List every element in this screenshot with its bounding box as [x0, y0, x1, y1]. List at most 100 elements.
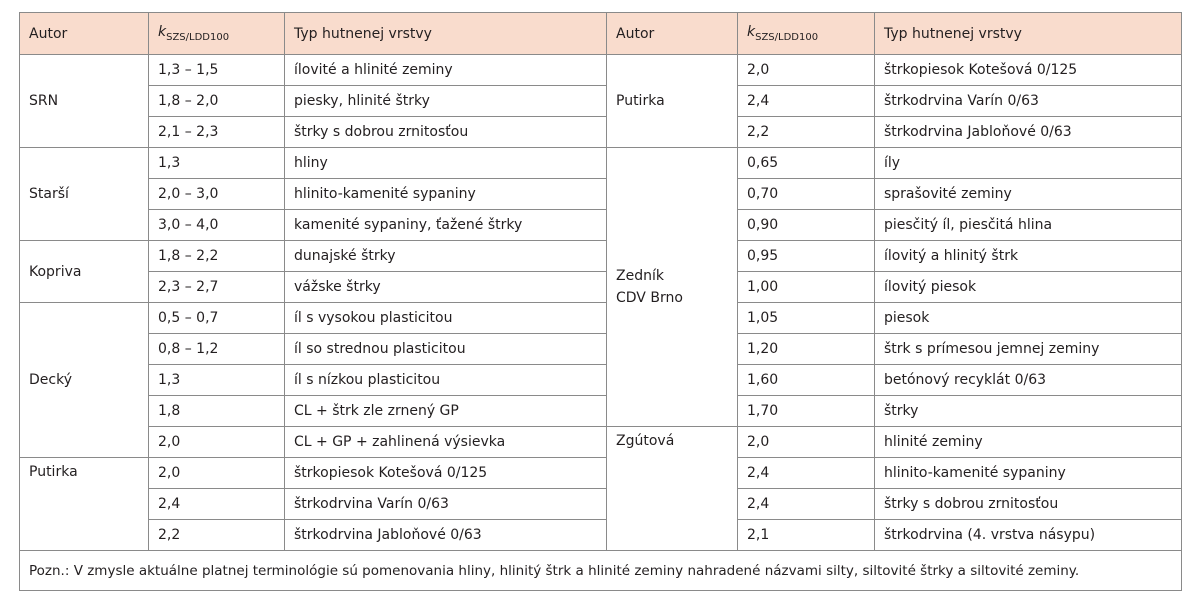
- typ-cell: piesky, hlinité štrky: [284, 85, 607, 117]
- typ-cell: sprašovité zeminy: [874, 178, 1182, 210]
- typ-cell: štrkodrvina Jabloňové 0/63: [284, 519, 607, 551]
- table-row: 0,8 – 1,2 íl so strednou plasticitou 1,2…: [20, 333, 1182, 365]
- typ-cell: dunajské štrky: [284, 240, 607, 272]
- table-row: 2,2 štrkodrvina Jabloňové 0/63 2,1 štrko…: [20, 519, 1182, 551]
- header-k-left: kSZS/LDD100: [148, 12, 285, 55]
- k-cell: 2,0: [737, 426, 875, 458]
- typ-cell: hlinito-kamenité sypaniny: [874, 457, 1182, 489]
- table-row: Putirka 2,0 štrkopiesok Kotešová 0/125 2…: [19, 457, 1182, 551]
- k-cell: 1,05: [737, 302, 875, 334]
- typ-cell: piesok: [874, 302, 1182, 334]
- header-typ-left: Typ hutnenej vrstvy: [284, 12, 607, 55]
- table-row: 2,1 – 2,3 štrky s dobrou zrnitosťou 2,2 …: [20, 116, 1182, 148]
- typ-cell: ílovitý piesok: [874, 271, 1182, 303]
- header-k-subscript: SZS/LDD100: [755, 32, 819, 43]
- k-cell: 2,4: [148, 488, 285, 520]
- table-row: 3,0 – 4,0 kamenité sypaniny, ťažené štrk…: [20, 209, 1182, 241]
- header-typ-right: Typ hutnenej vrstvy: [874, 12, 1182, 55]
- typ-cell: ílovitý a hlinitý štrk: [874, 240, 1182, 272]
- typ-cell: štrky s dobrou zrnitosťou: [284, 116, 607, 148]
- header-k-subscript: SZS/LDD100: [166, 32, 230, 43]
- autor-cell: Zedník CDV Brno: [606, 147, 738, 427]
- typ-cell: ílovité a hlinité zeminy: [284, 54, 607, 86]
- k-cell: 0,5 – 0,7: [148, 302, 285, 334]
- typ-cell: štrkodrvina Varín 0/63: [284, 488, 607, 520]
- autor-cell: Zgútová: [606, 426, 738, 551]
- k-cell: 2,1: [737, 519, 875, 551]
- table-row: 2,0 – 3,0 hlinito-kamenité sypaniny 0,70…: [20, 178, 1182, 210]
- k-cell: 1,8 – 2,0: [148, 85, 285, 117]
- k-cell: 2,0: [737, 54, 875, 86]
- typ-cell: betónový recyklát 0/63: [874, 364, 1182, 396]
- typ-cell: vážske štrky: [284, 271, 607, 303]
- typ-cell: íl so strednou plasticitou: [284, 333, 607, 365]
- k-cell: 2,1 – 2,3: [148, 116, 285, 148]
- autor-cell: Putirka: [19, 457, 149, 551]
- k-cell: 0,70: [737, 178, 875, 210]
- note-row: Pozn.: V zmysle aktuálne platnej termino…: [19, 550, 1182, 591]
- header-k-symbol: k: [747, 24, 756, 40]
- soil-compaction-table: Autor kSZS/LDD100 Typ hutnenej vrstvy Au…: [19, 12, 1182, 591]
- k-cell: 2,4: [737, 85, 875, 117]
- k-cell: 1,20: [737, 333, 875, 365]
- typ-cell: piesčitý íl, piesčitá hlina: [874, 209, 1182, 241]
- k-cell: 1,3: [148, 147, 285, 179]
- typ-cell: íl s vysokou plasticitou: [284, 302, 607, 334]
- autor-cell: SRN: [19, 54, 149, 148]
- k-cell: 2,4: [737, 488, 875, 520]
- k-cell: 1,3 – 1,5: [148, 54, 285, 86]
- autor-cell: Putirka: [606, 54, 738, 148]
- k-cell: 1,3: [148, 364, 285, 396]
- header-k-right: kSZS/LDD100: [737, 12, 875, 55]
- header-autor-right: Autor: [606, 12, 738, 55]
- autor-line: Zedník: [616, 268, 664, 284]
- typ-cell: hliny: [284, 147, 607, 179]
- table-row: 1,3 íl s nízkou plasticitou 1,60 betónov…: [20, 364, 1182, 396]
- typ-cell: štrkodrvina Jabloňové 0/63: [874, 116, 1182, 148]
- k-cell: 0,8 – 1,2: [148, 333, 285, 365]
- autor-cell: Starší: [19, 147, 149, 241]
- k-cell: 3,0 – 4,0: [148, 209, 285, 241]
- k-cell: 2,4: [737, 457, 875, 489]
- header-autor-left: Autor: [19, 12, 149, 55]
- k-cell: 2,0: [148, 457, 285, 489]
- table-row: 2,4 štrkodrvina Varín 0/63 2,4 štrky s d…: [20, 488, 1182, 520]
- k-cell: 1,70: [737, 395, 875, 427]
- k-cell: 0,65: [737, 147, 875, 179]
- table-row: SRN 1,3 – 1,5 ílovité a hlinité zeminy P…: [19, 54, 1182, 148]
- typ-cell: íl s nízkou plasticitou: [284, 364, 607, 396]
- k-cell: 0,90: [737, 209, 875, 241]
- k-cell: 1,8: [148, 395, 285, 427]
- autor-line: CDV Brno: [616, 290, 683, 306]
- k-cell: 1,00: [737, 271, 875, 303]
- typ-cell: štrkopiesok Kotešová 0/125: [874, 54, 1182, 86]
- typ-cell: štrky s dobrou zrnitosťou: [874, 488, 1182, 520]
- table-row: Kopriva 1,8 – 2,2 dunajské štrky 0,95 íl…: [19, 240, 1182, 303]
- soil-table-container: Autor kSZS/LDD100 Typ hutnenej vrstvy Au…: [19, 12, 1182, 591]
- typ-cell: kamenité sypaniny, ťažené štrky: [284, 209, 607, 241]
- typ-cell: íly: [874, 147, 1182, 179]
- table-row: 1,8 – 2,0 piesky, hlinité štrky 2,4 štrk…: [20, 85, 1182, 117]
- typ-cell: štrkopiesok Kotešová 0/125: [284, 457, 607, 489]
- table-row: Starší 1,3 hliny Zedník CDV Brno 0,65 íly: [19, 147, 1182, 427]
- typ-cell: štrky: [874, 395, 1182, 427]
- typ-cell: štrkodrvina (4. vrstva násypu): [874, 519, 1182, 551]
- k-cell: 2,2: [737, 116, 875, 148]
- table-row: Decký 0,5 – 0,7 íl s vysokou plasticitou…: [19, 302, 1182, 458]
- table-note: Pozn.: V zmysle aktuálne platnej termino…: [19, 550, 1182, 591]
- typ-cell: hlinito-kamenité sypaniny: [284, 178, 607, 210]
- typ-cell: hlinité zeminy: [874, 426, 1182, 458]
- typ-cell: štrkodrvina Varín 0/63: [874, 85, 1182, 117]
- autor-cell: Kopriva: [19, 240, 149, 303]
- header-k-symbol: k: [158, 24, 167, 40]
- typ-cell: CL + štrk zle zrnený GP: [284, 395, 607, 427]
- typ-cell: štrk s prímesou jemnej zeminy: [874, 333, 1182, 365]
- table-row: 1,8 CL + štrk zle zrnený GP 1,70 štrky: [20, 395, 1182, 427]
- k-cell: 2,3 – 2,7: [148, 271, 285, 303]
- k-cell: 2,2: [148, 519, 285, 551]
- k-cell: 2,0: [148, 426, 285, 458]
- header-row: Autor kSZS/LDD100 Typ hutnenej vrstvy Au…: [19, 12, 1182, 55]
- k-cell: 2,0 – 3,0: [148, 178, 285, 210]
- k-cell: 0,95: [737, 240, 875, 272]
- typ-cell: CL + GP + zahlinená výsievka: [284, 426, 607, 458]
